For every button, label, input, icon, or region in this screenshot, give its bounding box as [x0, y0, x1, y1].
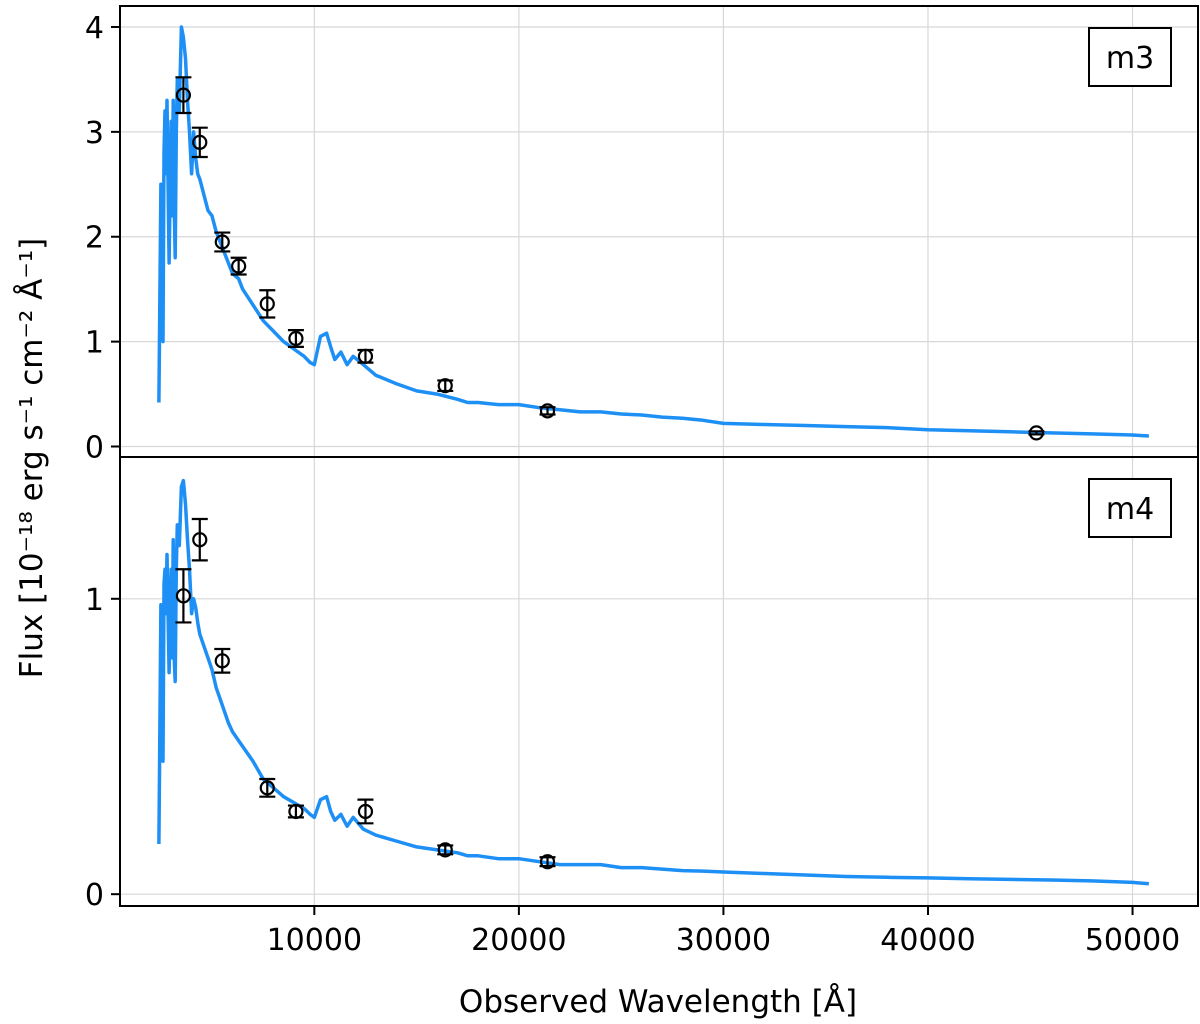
plot-frame: [119, 456, 1199, 907]
data-marker: [437, 378, 453, 394]
x-tick-label: 20000: [471, 923, 566, 958]
data-point: [259, 777, 276, 798]
data-marker: [1028, 425, 1045, 441]
data-point: [191, 517, 208, 562]
y-tick-label: 0: [85, 431, 104, 466]
data-marker: [539, 854, 556, 870]
panel-label: m3: [1106, 41, 1154, 76]
data-point: [539, 854, 556, 870]
data-point: [214, 231, 231, 253]
data-point: [357, 798, 374, 825]
model-spectrum-line: [157, 25, 1150, 438]
model-spectrum-line: [157, 478, 1150, 886]
y-axis-label: Flux [10⁻¹⁸ erg s⁻¹ cm⁻² Å⁻¹]: [14, 238, 50, 678]
panel-label-box: m3: [1088, 27, 1172, 87]
panel-m4: 0 1 m4: [85, 456, 1199, 913]
x-tick-label: 40000: [880, 923, 975, 958]
data-marker: [192, 134, 208, 150]
y-tick-label: 3: [85, 116, 104, 151]
x-tick-label: 30000: [676, 923, 771, 958]
data-marker: [175, 588, 192, 604]
data-point: [287, 803, 304, 820]
data-point: [175, 568, 192, 624]
data-marker: [214, 653, 230, 669]
data-point: [437, 378, 454, 394]
data-point: [259, 289, 276, 319]
data-marker: [192, 532, 208, 548]
data-point: [437, 842, 454, 858]
panel-label: m4: [1106, 492, 1154, 527]
panel-label-frame: [1088, 27, 1172, 87]
data-marker: [214, 234, 230, 250]
plot-frame: [119, 5, 1199, 458]
data-point: [539, 403, 556, 419]
y-tick-label: 2: [85, 221, 104, 256]
data-point: [175, 76, 192, 115]
x-axis-label: Observed Wavelength [Å]: [459, 984, 857, 1020]
y-tick-label: 0: [85, 878, 104, 913]
data-point: [191, 126, 208, 159]
x-tick-label: 10000: [267, 923, 362, 958]
data-marker: [231, 258, 247, 274]
y-tick-label: 4: [85, 11, 104, 46]
y-tick-label: 1: [85, 583, 104, 618]
panel-label-frame: [1088, 478, 1172, 538]
panel-m3: 0 1 2 3 4 m3: [85, 5, 1199, 466]
data-marker: [288, 330, 304, 347]
data-point: [214, 647, 231, 674]
data-marker: [437, 842, 453, 858]
data-marker: [357, 803, 374, 820]
data-marker: [539, 403, 556, 419]
data-point: [287, 328, 304, 348]
data-marker: [259, 780, 275, 796]
data-marker: [288, 803, 304, 820]
x-axis: 10000 20000 30000 40000 50000: [267, 906, 1180, 958]
panel-label-box: m4: [1088, 478, 1172, 538]
data-marker: [357, 348, 374, 364]
data-marker: [259, 296, 275, 312]
y-tick-label: 1: [85, 326, 104, 361]
x-tick-label: 50000: [1085, 923, 1180, 958]
data-marker: [175, 87, 192, 103]
data-point: [1028, 425, 1045, 441]
data-point: [230, 256, 247, 276]
data-point: [357, 348, 374, 364]
